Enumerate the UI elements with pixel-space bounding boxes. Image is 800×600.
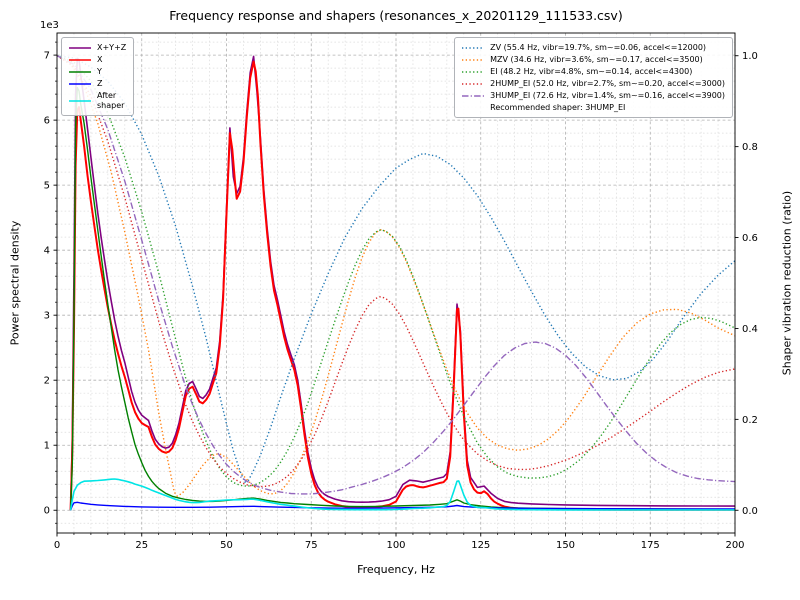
tick-label: 0.6 <box>742 233 758 244</box>
tick-label: 125 <box>471 540 490 551</box>
legend-line-sample <box>462 71 485 73</box>
tick-label: 4 <box>44 246 50 257</box>
legend-entry-MZV: MZV (34.6 Hz, vibr=3.6%, sm~=0.17, accel… <box>461 54 725 66</box>
tick-label: 150 <box>556 540 575 551</box>
legend-label: 2HUMP_EI (52.0 Hz, vibr=2.7%, sm~=0.20, … <box>490 79 725 88</box>
tick-label: 0 <box>44 506 50 517</box>
legend-sample-spacer <box>461 103 485 113</box>
tick-label: 0.2 <box>742 415 758 426</box>
legend-label: 3HUMP_EI (72.6 Hz, vibr=1.4%, sm~=0.16, … <box>490 91 725 100</box>
tick-label: 0.8 <box>742 142 758 153</box>
legend-note: Recommended shaper: 3HUMP_EI <box>461 102 725 114</box>
legend-entry-After shaper: After shaper <box>68 90 126 112</box>
legend-label: MZV (34.6 Hz, vibr=3.6%, sm~=0.17, accel… <box>490 55 703 64</box>
legend-line-sample <box>69 47 91 49</box>
legend-line-sample <box>462 59 485 61</box>
tick-label: 1.0 <box>742 51 758 62</box>
y-axis-offset-text: 1e3 <box>40 20 59 31</box>
tick-label: 1 <box>44 441 50 452</box>
legend-label: X+Y+Z <box>97 43 127 52</box>
tick-label: 75 <box>305 540 318 551</box>
psd-legend: X+Y+Z X Y Z After shaper <box>61 37 135 116</box>
legend-label: EI (48.2 Hz, vibr=4.8%, sm~=0.14, accel<… <box>490 67 693 76</box>
legend-entry-2HUMP_EI: 2HUMP_EI (52.0 Hz, vibr=2.7%, sm~=0.20, … <box>461 78 725 90</box>
y-axis-left-label: Power spectral density <box>8 220 22 346</box>
tick-label: 2 <box>44 376 50 387</box>
legend-entry-3HUMP_EI: 3HUMP_EI (72.6 Hz, vibr=1.4%, sm~=0.16, … <box>461 90 725 102</box>
legend-line-sample <box>69 71 91 73</box>
legend-label: Z <box>97 79 103 88</box>
shaper-legend: ZV (55.4 Hz, vibr=19.7%, sm~=0.06, accel… <box>454 37 733 118</box>
tick-label: 50 <box>220 540 233 551</box>
chart-title: Frequency response and shapers (resonanc… <box>169 8 623 23</box>
tick-label: 0.4 <box>742 324 758 335</box>
series-Z <box>69 501 735 511</box>
legend-label: Recommended shaper: 3HUMP_EI <box>490 103 626 112</box>
legend-line-sample <box>69 83 91 85</box>
legend-line-sample <box>462 95 485 97</box>
tick-label: 6 <box>44 116 50 127</box>
series-After shaper <box>69 478 735 511</box>
legend-label: Y <box>97 67 102 76</box>
legend-line-sample <box>462 47 485 49</box>
legend-line-sample <box>69 100 91 102</box>
tick-label: 5 <box>44 181 50 192</box>
tick-label: 3 <box>44 311 50 322</box>
legend-line-sample <box>69 59 91 61</box>
legend-line-sample <box>462 83 485 85</box>
series-2HUMP_EI <box>57 55 735 488</box>
tick-label: 0.0 <box>742 506 758 517</box>
legend-entry-X+Y+Z: X+Y+Z <box>68 42 126 54</box>
legend-entry-X: X <box>68 54 126 66</box>
tick-label: 200 <box>725 540 744 551</box>
legend-label: X <box>97 55 103 64</box>
tick-label: 100 <box>386 540 405 551</box>
legend-label: After shaper <box>97 91 125 110</box>
series-MZV <box>57 55 735 497</box>
legend-entry-Y: Y <box>68 66 126 78</box>
y-axis-right-label: Shaper vibration reduction (ratio) <box>780 190 794 376</box>
tick-label: 25 <box>135 540 148 551</box>
tick-label: 7 <box>44 51 50 62</box>
tick-label: 0 <box>54 540 60 551</box>
x-axis-label: Frequency, Hz <box>357 563 435 576</box>
legend-entry-Z: Z <box>68 78 126 90</box>
series-ZV <box>57 55 735 483</box>
series-X <box>69 60 735 511</box>
legend-label: ZV (55.4 Hz, vibr=19.7%, sm~=0.06, accel… <box>490 43 707 52</box>
tick-label: 175 <box>641 540 660 551</box>
legend-entry-EI: EI (48.2 Hz, vibr=4.8%, sm~=0.14, accel<… <box>461 66 725 78</box>
legend-entry-ZV: ZV (55.4 Hz, vibr=19.7%, sm~=0.06, accel… <box>461 42 725 54</box>
series-3HUMP_EI <box>57 55 735 495</box>
